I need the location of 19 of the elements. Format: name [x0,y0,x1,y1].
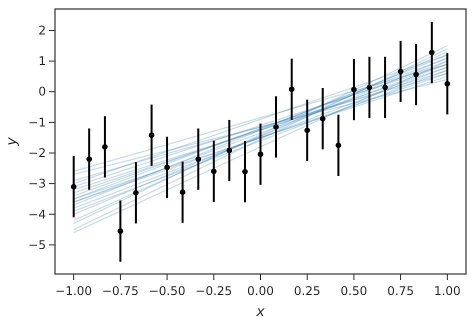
x-tick-label: 0.25 [294,284,321,298]
y-tick-label: −5 [28,238,46,252]
x-tick-label: −0.75 [102,284,139,298]
y-axis-title: y [4,136,20,147]
x-tick-label: −0.50 [148,284,186,298]
x-tick-label: 0.50 [340,284,368,298]
x-tick-label: 0.75 [387,284,414,298]
y-tick-label: 1 [38,54,46,68]
x-tick-label: −1.00 [55,284,92,298]
x-tick-label: −0.25 [195,284,232,298]
x-tick-label: 1.00 [434,284,461,298]
y-tick-label: 2 [38,23,46,38]
y-tick-label: −1 [28,115,46,130]
x-axis-title: x [255,304,266,320]
y-tick-label: −4 [28,207,46,222]
x-tick-label: 0.00 [247,284,274,298]
y-tick-label: −2 [28,146,46,160]
y-tick-label: −3 [28,176,46,191]
y-tick-label: 0 [38,84,46,99]
